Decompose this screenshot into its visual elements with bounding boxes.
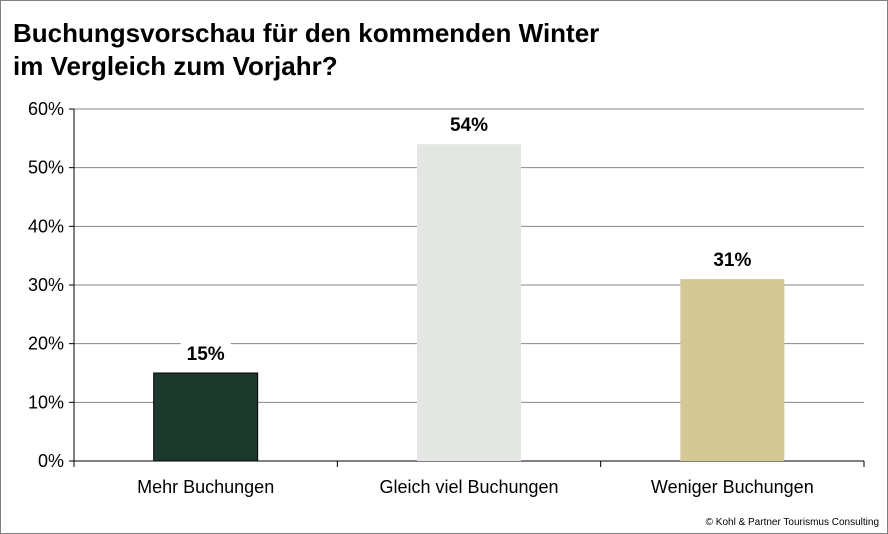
copyright-footer: © Kohl & Partner Tourismus Consulting: [705, 517, 879, 528]
chart-title-line-2: im Vergleich zum Vorjahr?: [13, 51, 338, 81]
y-tick-label: 50%: [28, 158, 64, 178]
data-label: 31%: [713, 250, 751, 271]
bar-1: [153, 372, 259, 462]
chart-title-line-1: Buchungsvorschau für den kommenden Winte…: [13, 18, 600, 48]
bar-3: [680, 279, 785, 461]
data-label-background: [707, 246, 758, 273]
category-label: Weniger Buchungen: [651, 477, 814, 497]
y-tick-label: 0%: [38, 451, 64, 471]
y-tick-label: 40%: [28, 216, 64, 236]
y-tick-label: 20%: [28, 334, 64, 354]
data-label: 54%: [450, 115, 488, 136]
chart-title: Buchungsvorschau für den kommenden Winte…: [13, 17, 599, 83]
data-label-background: [444, 111, 494, 138]
category-label: Gleich viel Buchungen: [379, 477, 558, 497]
y-tick-label: 30%: [28, 275, 64, 295]
data-label-background: [180, 340, 231, 366]
data-label: 15%: [187, 344, 225, 365]
y-tick-label: 60%: [28, 99, 64, 119]
y-tick-label: 10%: [28, 392, 64, 412]
category-label: Mehr Buchungen: [137, 477, 274, 497]
bar-2: [417, 144, 521, 461]
